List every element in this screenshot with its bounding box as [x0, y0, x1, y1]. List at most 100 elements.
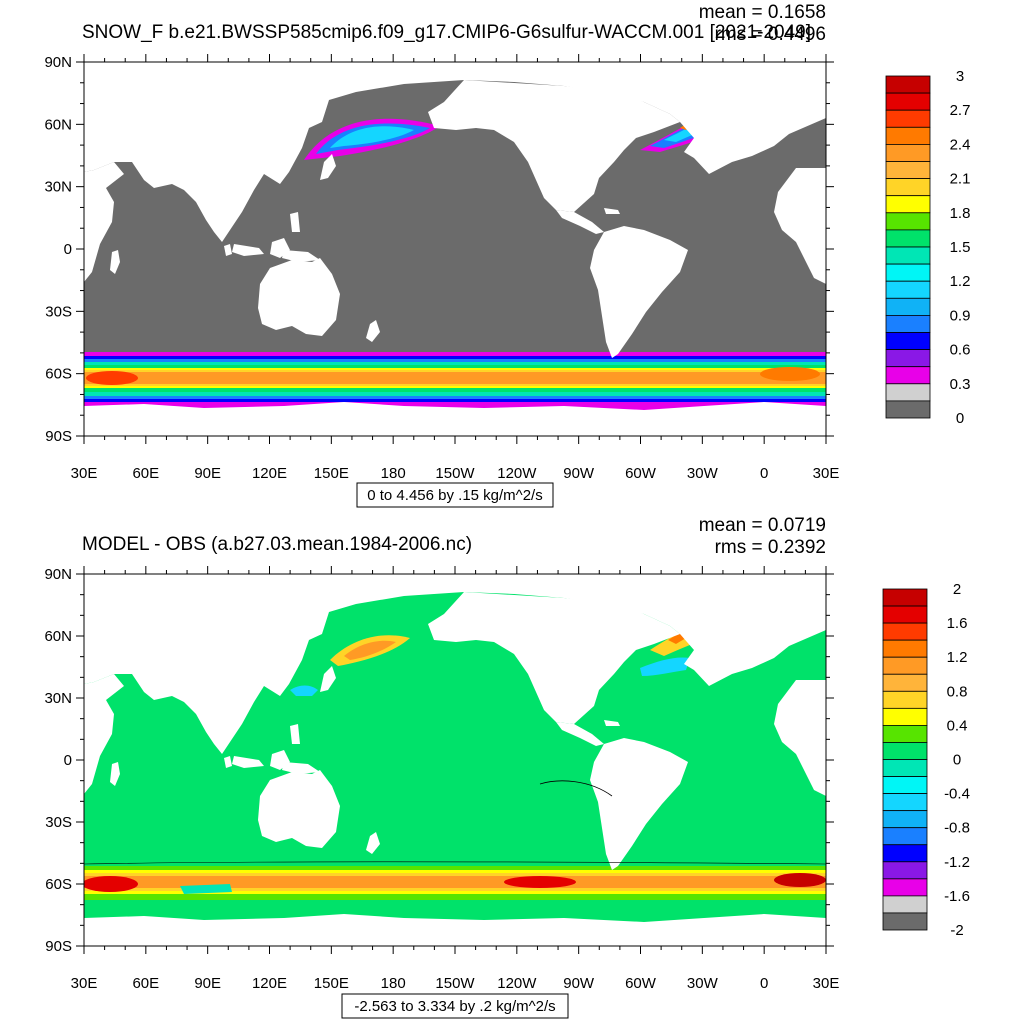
colorbar-swatch	[885, 212, 931, 231]
colorbar-swatch	[885, 143, 931, 162]
colorbar-label: -0.8	[944, 820, 970, 837]
colorbar-label: 1.5	[950, 239, 971, 256]
latitude-label: 60S	[45, 366, 72, 383]
colorbar-swatch	[882, 725, 928, 743]
panel2-title: MODEL - OBS (a.b27.03.mean.1984-2006.nc)	[82, 534, 472, 555]
colorbar-swatch	[885, 109, 931, 128]
colorbar-label: -0.4	[944, 786, 970, 803]
colorbar-swatch	[882, 827, 928, 846]
colorbar-label: 1.2	[947, 649, 968, 666]
colorbar-swatch	[885, 366, 931, 385]
colorbar-swatch	[882, 759, 928, 777]
colorbar-label: 0.9	[950, 307, 971, 324]
colorbar-swatch	[882, 861, 928, 880]
colorbar-swatch	[882, 793, 928, 812]
colorbar-label: 1.8	[950, 205, 971, 222]
colorbar-swatch	[885, 280, 931, 299]
longitude-label: 30E	[813, 975, 840, 992]
panel1-mean-label: mean = 0.1658	[699, 2, 826, 23]
colorbar-label: 0	[956, 410, 964, 427]
colorbar-label: 0.6	[950, 342, 971, 359]
longitude-label: 120E	[252, 975, 287, 992]
latitude-label: 90S	[45, 428, 72, 445]
latitude-label: 30S	[45, 303, 72, 320]
longitude-label: 30W	[687, 975, 719, 992]
latitude-label: 90N	[44, 566, 72, 583]
colorbar-label: 3	[956, 68, 964, 85]
panel1-latitude-labels: 90N 60N 30N 0 30S 60S 90S	[44, 54, 72, 445]
colorbar-swatch	[885, 126, 931, 145]
colorbar-swatch	[882, 810, 928, 829]
colorbar-swatch	[885, 297, 931, 316]
colorbar-label: 2	[953, 581, 961, 598]
colorbar-swatch	[885, 263, 931, 282]
latitude-label: 0	[64, 241, 72, 258]
longitude-label: 180	[381, 465, 406, 482]
panel2-longitude-labels: 30E 60E 90E 120E 150E 180 150W 120W 90W 60W 30W 0 30…	[71, 975, 840, 992]
longitude-label: 60E	[132, 465, 159, 482]
latitude-label: 30N	[44, 179, 72, 196]
colorbar-swatch	[885, 400, 931, 419]
panel2-latitude-labels: 90N 60N 30N 0 30S 60S 90S	[44, 566, 72, 955]
longitude-label: 30W	[687, 465, 719, 482]
colorbar-swatch	[885, 332, 931, 351]
panel1-range-label: 0 to 4.456 by .15 kg/m^2/s	[367, 487, 542, 504]
panel2-rms-label: rms = 0.2392	[715, 537, 826, 558]
panel2-map-area	[84, 574, 826, 946]
snowfall-map-panel: SNOW_F b.e21.BWSSP585cmip6.f09_g17.CMIP6…	[44, 2, 971, 508]
latitude-label: 90N	[44, 54, 72, 71]
colorbar-swatch	[882, 895, 928, 914]
panel1-colorbar: 3 2.7 2.4 2.1 1.8 1.5 1.2 0.9 0.6 0.3 0	[885, 68, 971, 427]
panel1-longitude-labels: 30E 60E 90E 120E 150E 180 150W 120W 90W 60W 30W 0 30…	[71, 465, 840, 482]
colorbar-swatch	[882, 639, 928, 658]
colorbar-swatch	[882, 844, 928, 863]
longitude-label: 150E	[314, 975, 349, 992]
longitude-label: 150E	[314, 465, 349, 482]
longitude-label: 90W	[563, 975, 595, 992]
longitude-label: 120W	[497, 975, 537, 992]
panel1-title: SNOW_F b.e21.BWSSP585cmip6.f09_g17.CMIP6…	[82, 22, 811, 43]
colorbar-swatch	[882, 912, 928, 931]
colorbar-swatch	[882, 878, 928, 897]
panel1-map-area	[84, 62, 826, 436]
colorbar-swatch	[885, 195, 931, 214]
colorbar-swatch	[882, 605, 928, 624]
colorbar-swatch	[882, 622, 928, 641]
colorbar-label: 2.4	[950, 136, 971, 153]
latitude-label: 30S	[45, 814, 72, 831]
colorbar-label: 0.3	[950, 376, 971, 393]
colorbar-swatch	[885, 75, 931, 94]
colorbar-label: 2.1	[950, 171, 971, 188]
colorbar-swatch	[885, 383, 931, 402]
longitude-label: 60E	[132, 975, 159, 992]
longitude-label: 60W	[625, 465, 657, 482]
colorbar-swatch	[885, 161, 931, 180]
colorbar-swatch	[885, 229, 931, 248]
longitude-label: 90W	[563, 465, 595, 482]
latitude-label: 60N	[44, 628, 72, 645]
colorbar-swatch	[882, 707, 928, 726]
colorbar-swatch	[882, 673, 928, 692]
longitude-label: 30E	[813, 465, 840, 482]
latitude-label: 0	[64, 752, 72, 769]
panel1-ticks	[76, 54, 834, 444]
colorbar-label: 0.8	[947, 683, 968, 700]
colorbar-swatch	[882, 690, 928, 709]
panel2-ticks	[76, 566, 834, 954]
latitude-label: 30N	[44, 690, 72, 707]
longitude-label: 0	[760, 975, 768, 992]
longitude-label: 150W	[435, 465, 475, 482]
colorbar-swatch	[885, 349, 931, 368]
colorbar-swatch	[885, 92, 931, 111]
latitude-label: 60S	[45, 876, 72, 893]
longitude-label: 30E	[71, 975, 98, 992]
longitude-label: 90E	[194, 975, 221, 992]
panel1-rms-label: rms = 0.4496	[715, 24, 826, 45]
panel2-range-box	[341, 993, 569, 1019]
longitude-label: 180	[381, 975, 406, 992]
longitude-label: 30E	[71, 465, 98, 482]
longitude-label: 120E	[252, 465, 287, 482]
longitude-label: 0	[760, 465, 768, 482]
colorbar-label: -1.6	[944, 888, 970, 905]
